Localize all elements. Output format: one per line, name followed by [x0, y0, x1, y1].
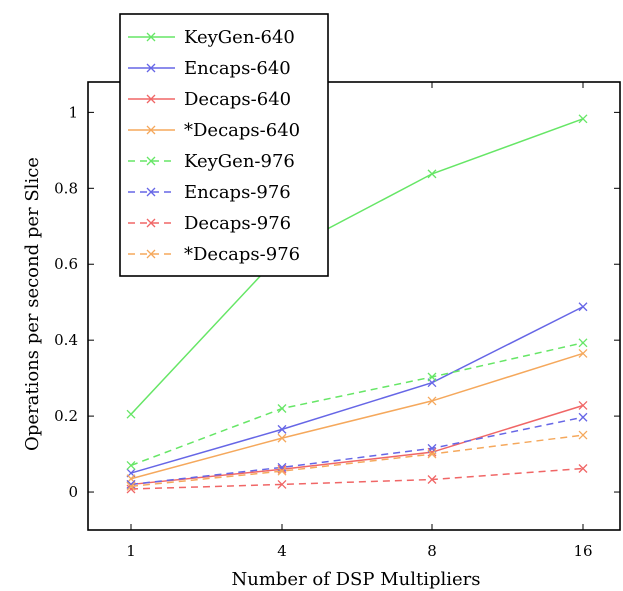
data-point: [579, 303, 587, 311]
data-point: [278, 405, 286, 413]
data-point: [579, 115, 587, 123]
y-tick-label: 0.6: [54, 255, 78, 273]
series-line: [131, 307, 583, 473]
data-point: [579, 349, 587, 357]
x-tick-label: 1: [126, 542, 136, 560]
series-line: [131, 405, 583, 484]
series-line: [131, 417, 583, 484]
data-point: [579, 431, 587, 439]
series-line: [131, 353, 583, 478]
legend-label: Encaps-640: [184, 58, 291, 79]
data-point: [428, 170, 436, 178]
y-tick-label: 0.8: [54, 179, 78, 197]
series-decaps-640: [127, 401, 587, 488]
x-tick-label: 4: [277, 542, 287, 560]
y-tick-label: 0.4: [54, 331, 78, 349]
legend-label: KeyGen-976: [184, 151, 295, 172]
series-line: [131, 468, 583, 489]
series-keygen-976: [127, 339, 587, 470]
series-decaps-976: [127, 464, 587, 493]
series-star-decaps-640: [127, 349, 587, 482]
data-point: [278, 425, 286, 433]
data-point: [579, 413, 587, 421]
legend-label: Encaps-976: [184, 182, 291, 203]
legend: KeyGen-640 Encaps-640 Decaps-640 *Decaps-64…: [120, 14, 328, 276]
data-point: [127, 461, 135, 469]
series-encaps-976: [127, 413, 587, 488]
legend-label: Decaps-976: [184, 213, 291, 234]
legend-label: *Decaps-976: [184, 244, 300, 265]
x-tick-label: 8: [427, 542, 437, 560]
legend-label: *Decaps-640: [184, 120, 300, 141]
legend-label: KeyGen-640: [184, 27, 295, 48]
y-tick-label: 0: [68, 483, 78, 501]
series-encaps-640: [127, 303, 587, 477]
data-point: [127, 410, 135, 418]
y-tick-label: 0.2: [54, 407, 78, 425]
data-point: [579, 401, 587, 409]
legend-label: Decaps-640: [184, 89, 291, 110]
data-point: [579, 339, 587, 347]
y-tick-label: 1: [68, 103, 78, 121]
legend-box: [120, 14, 328, 276]
x-axis-title: Number of DSP Multipliers: [231, 569, 480, 590]
x-tick-label: 16: [573, 542, 592, 560]
y-axis-title: Operations per second per Slice: [22, 157, 43, 451]
series-line: [131, 343, 583, 466]
